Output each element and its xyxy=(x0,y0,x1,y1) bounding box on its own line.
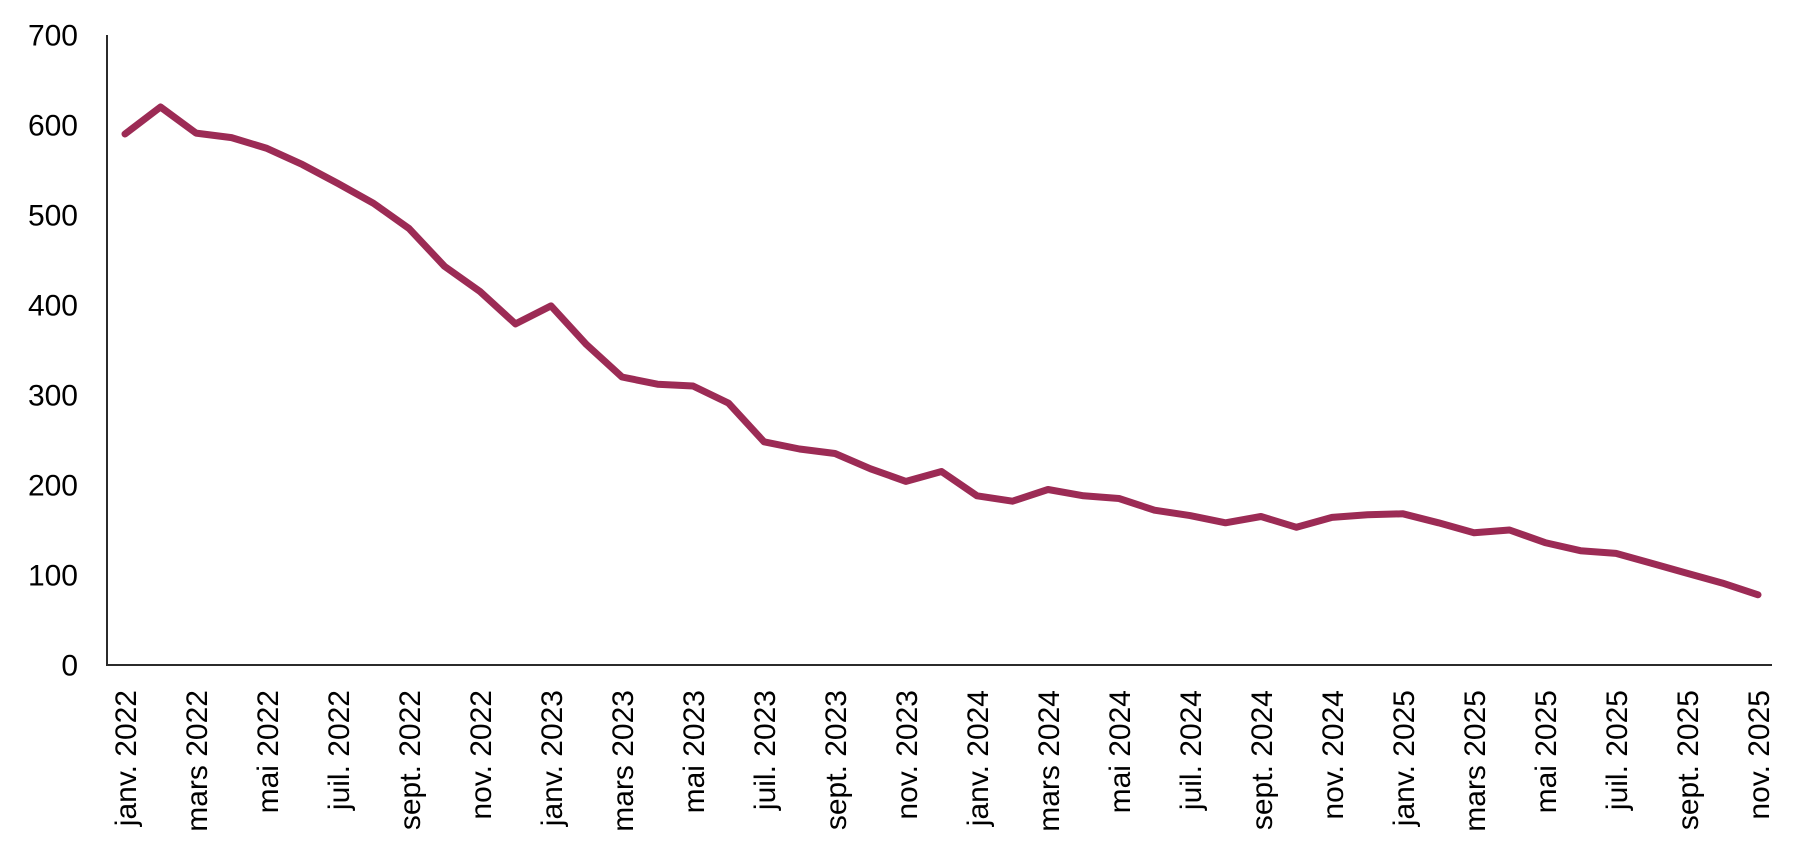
x-axis-tick-label: sept. 2023 xyxy=(820,690,853,830)
data-line-series xyxy=(121,103,1762,599)
y-axis-tick-label: 300 xyxy=(28,380,78,413)
x-axis-tick-label: mars 2024 xyxy=(1033,690,1066,832)
x-axis-tick-label: sept. 2025 xyxy=(1672,690,1705,830)
x-axis-tick-label: nov. 2025 xyxy=(1743,690,1776,820)
x-axis-tick-label: mars 2022 xyxy=(181,690,214,832)
x-axis-tick-label: janv. 2025 xyxy=(1388,690,1421,827)
x-axis-tick-label: mai 2024 xyxy=(1104,690,1137,813)
x-axis-tick-label: mai 2022 xyxy=(252,690,285,813)
y-axis-tick-label: 400 xyxy=(28,290,78,323)
x-axis-tick-label: mars 2025 xyxy=(1459,690,1492,832)
x-axis-tick-label: nov. 2023 xyxy=(891,690,924,820)
y-axis-tick-label: 0 xyxy=(61,650,78,683)
x-axis-tick-label: juil. 2023 xyxy=(749,690,782,811)
x-axis-tick-label: mai 2023 xyxy=(678,690,711,813)
y-axis-tick-label: 500 xyxy=(28,200,78,233)
x-axis-tick-label: juil. 2022 xyxy=(323,690,356,811)
y-axis-tick-label: 100 xyxy=(28,560,78,593)
y-axis-tick-label: 200 xyxy=(28,470,78,503)
x-axis-tick-label: sept. 2024 xyxy=(1246,690,1279,830)
x-axis-tick-label: juil. 2025 xyxy=(1601,690,1634,811)
x-axis-tick-label: janv. 2022 xyxy=(110,690,143,827)
x-axis-tick-label: juil. 2024 xyxy=(1175,690,1208,811)
y-axis-tick-label: 600 xyxy=(28,110,78,143)
x-axis-tick-label: mai 2025 xyxy=(1530,690,1563,813)
x-axis-tick-label: sept. 2022 xyxy=(394,690,427,830)
x-axis-tick-label: mars 2023 xyxy=(607,690,640,832)
x-axis-tick-label: janv. 2023 xyxy=(536,690,569,827)
x-axis-tick-label: janv. 2024 xyxy=(962,690,995,827)
x-axis-tick-label: nov. 2022 xyxy=(465,690,498,820)
x-axis-tick-label: nov. 2024 xyxy=(1317,690,1350,820)
axis-lines xyxy=(106,35,1772,666)
y-axis-tick-label: 700 xyxy=(28,20,78,53)
